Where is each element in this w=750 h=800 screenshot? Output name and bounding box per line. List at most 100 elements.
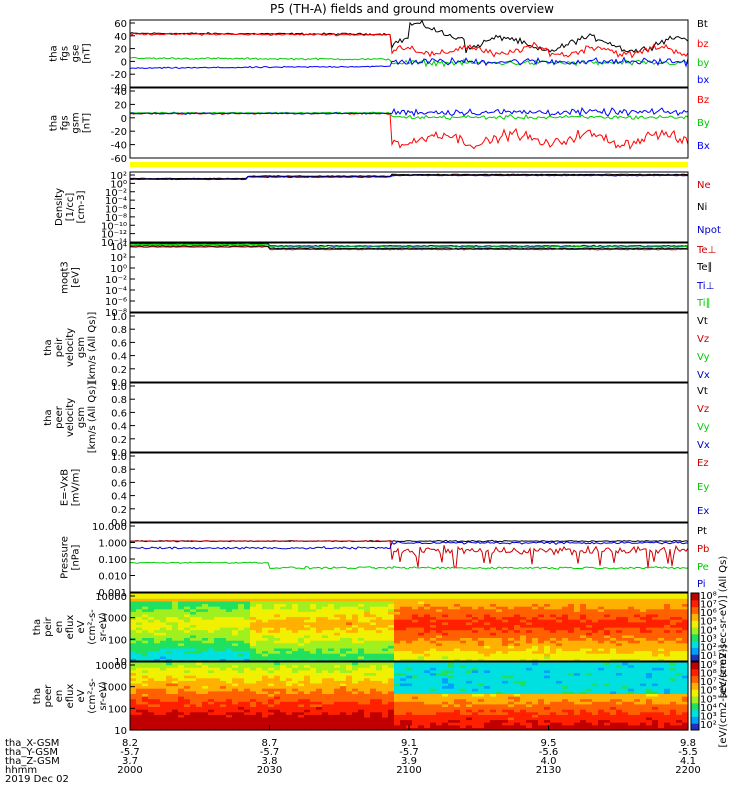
axis-value: 8.2 bbox=[122, 738, 138, 749]
svg-text:eV: eV bbox=[76, 620, 87, 633]
colorbar-tick: 10³ bbox=[700, 634, 717, 645]
y-tick-label: 0.2 bbox=[111, 505, 127, 516]
axis-value: -5.5 bbox=[678, 747, 698, 758]
svg-text:gsm: gsm bbox=[71, 112, 82, 133]
svg-text:fgs: fgs bbox=[60, 46, 71, 61]
quality-flag-bar bbox=[130, 162, 688, 167]
svg-text:tha: tha bbox=[32, 619, 43, 635]
y-tick-label: 10000 bbox=[95, 592, 127, 603]
y-tick-label: 100 bbox=[108, 635, 127, 646]
svg-text:en: en bbox=[54, 621, 65, 634]
y-axis-label: Pressure [nPa] bbox=[60, 536, 82, 579]
series-by bbox=[129, 56, 689, 68]
y-tick-label: 1000 bbox=[102, 614, 127, 625]
colorbar-label: [eV/(cm2-sec-sr-eV)] bbox=[718, 644, 729, 747]
y-tick-label: 10000 bbox=[95, 661, 127, 672]
axis-value: 2000 bbox=[117, 765, 142, 776]
svg-text:tha: tha bbox=[49, 115, 60, 131]
colorbar-tick: 10⁷ bbox=[700, 677, 717, 688]
y-tick-label: 40 bbox=[114, 87, 127, 98]
legend-Ex: Ex bbox=[697, 506, 709, 517]
time-axis: tha_X-GSM 8.2 8.7 9.1 9.5 9.8 tha_Y-GSM -5.7 -5.… bbox=[5, 725, 701, 776]
colorbar-tick: 10² bbox=[700, 642, 717, 653]
y-tick-label: 0.6 bbox=[111, 478, 127, 489]
svg-text:gsm: gsm bbox=[76, 407, 87, 428]
svg-text:tha: tha bbox=[43, 409, 54, 425]
legend-Ti∥: Ti∥ bbox=[696, 298, 711, 309]
colorbar-tick: 10⁹ bbox=[700, 660, 717, 671]
axis-value: 8.7 bbox=[262, 738, 278, 749]
colorbar-tick: 10⁵ bbox=[700, 617, 717, 628]
y-tick-label: -40 bbox=[111, 83, 127, 94]
legend-Vz: Vz bbox=[697, 404, 709, 415]
colorbar-tick: 10² bbox=[700, 720, 717, 731]
svg-text:tha: tha bbox=[43, 339, 54, 355]
panel-frame bbox=[129, 242, 689, 313]
colorbar-tick: 10⁶ bbox=[700, 686, 717, 697]
y-tick-label: 20 bbox=[114, 100, 127, 111]
y-tick-label: 10⁻⁸ bbox=[105, 308, 127, 319]
colorbar-tick: 10⁸ bbox=[700, 591, 717, 602]
y-tick-label: 10⁰ bbox=[110, 179, 127, 190]
y-axis-label: E=-VxB [mV/m] bbox=[60, 469, 82, 507]
y-tick-label: 0.0 bbox=[111, 378, 127, 389]
legend-Vt: Vt bbox=[697, 316, 708, 327]
axis-value: 9.5 bbox=[541, 738, 557, 749]
axis-value: 4.0 bbox=[541, 756, 557, 767]
svg-text:Density: Density bbox=[54, 188, 65, 226]
y-axis-label: tha fgs gsm [nT] bbox=[49, 112, 93, 133]
legend-By: By bbox=[697, 118, 710, 129]
axis-value: 3.7 bbox=[122, 756, 138, 767]
y-tick-label: 0.8 bbox=[111, 325, 127, 336]
svg-text:peir: peir bbox=[54, 337, 65, 357]
svg-text:fgs: fgs bbox=[60, 115, 71, 130]
svg-text:[km/s (All Qs)]: [km/s (All Qs)] bbox=[87, 382, 98, 454]
y-tick-label: 10⁴ bbox=[110, 242, 127, 253]
axis-row-label: hhmm bbox=[5, 765, 37, 776]
y-tick-label: 10⁻¹⁴ bbox=[101, 238, 127, 249]
y-axis-label: tha peir en eflux eV (cm²-s-sr-eV) bbox=[32, 609, 109, 645]
svg-text:[km/s (All Qs)]: [km/s (All Qs)] bbox=[87, 312, 98, 384]
y-tick-label: 10⁻² bbox=[105, 188, 127, 199]
y-axis-label: tha peer velocity gsm [km/s (All Qs)] bbox=[43, 382, 98, 454]
colorbar-tick: 10⁴ bbox=[700, 703, 717, 714]
panel-pressure: Pt Pb Pe Pi 10.000 1.000 0.100 0.010 0.001 Pressu… bbox=[60, 522, 710, 599]
y-axis-label: tha peer en eflux eV (cm²-s-sr-eV) bbox=[32, 678, 109, 714]
panel-fgs-gsm: Bz By Bx 40 20 0 -20 -40 -60 tha fgs gsm [nT] bbox=[49, 87, 710, 165]
y-tick-label: 10⁻⁴ bbox=[105, 286, 127, 297]
colorbar-tick: 10⁴ bbox=[700, 625, 717, 636]
colorbar-tick: 10⁷ bbox=[700, 600, 717, 611]
panel-frame bbox=[129, 592, 689, 662]
colorbar-tick: 10⁸ bbox=[700, 669, 717, 680]
y-tick-label: 1000 bbox=[102, 683, 127, 694]
svg-text:E=-VxB: E=-VxB bbox=[60, 469, 71, 506]
y-tick-label: 1.0 bbox=[111, 382, 127, 393]
svg-text:gse: gse bbox=[71, 45, 82, 63]
legend-Pe: Pe bbox=[697, 562, 709, 573]
y-tick-label: 1.000 bbox=[98, 539, 127, 550]
date-label: 2019 Dec 02 bbox=[5, 774, 69, 785]
svg-text:[nPa]: [nPa] bbox=[71, 544, 82, 570]
y-tick-label: 0.0 bbox=[111, 448, 127, 459]
y-tick-label: 10⁰ bbox=[110, 264, 127, 275]
axis-row-label: tha_Z-GSM bbox=[5, 756, 60, 767]
y-tick-label: 10² bbox=[110, 171, 127, 182]
series-Pi bbox=[129, 540, 689, 550]
svg-text:[1/cc]: [1/cc] bbox=[65, 193, 76, 222]
axis-value: -5.6 bbox=[539, 747, 559, 758]
svg-text:velocity: velocity bbox=[65, 398, 76, 437]
y-tick-label: 0.4 bbox=[111, 422, 127, 433]
panel-frame bbox=[129, 171, 689, 243]
svg-text:eflux: eflux bbox=[65, 615, 76, 640]
series-Bz bbox=[129, 111, 689, 151]
series-bz bbox=[129, 32, 689, 59]
axis-value: 2130 bbox=[536, 765, 561, 776]
legend-Ni: Ni bbox=[697, 202, 707, 213]
svg-text:peer: peer bbox=[54, 405, 65, 429]
y-tick-label: 100 bbox=[108, 704, 127, 715]
y-tick-label: 0.2 bbox=[111, 435, 127, 446]
axis-value: 2100 bbox=[396, 765, 421, 776]
y-tick-label: 0.8 bbox=[111, 395, 127, 406]
y-tick-label: 0.6 bbox=[111, 408, 127, 419]
